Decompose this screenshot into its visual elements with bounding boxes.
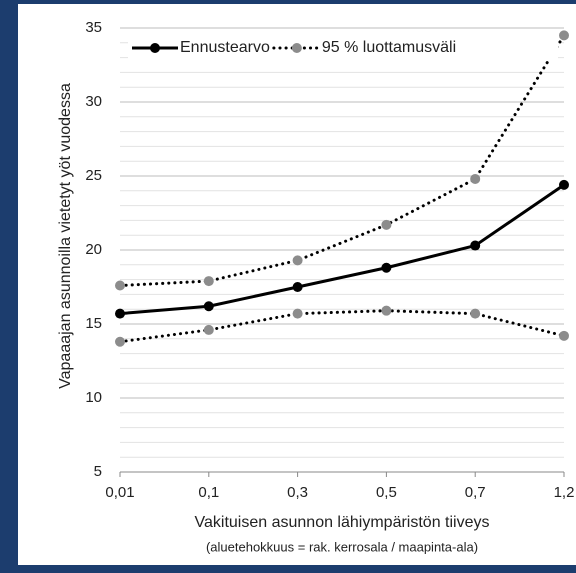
- y-tick-label: 10: [85, 389, 102, 406]
- point-marker: [381, 262, 392, 273]
- point-marker: [470, 308, 481, 319]
- point-marker: [559, 330, 569, 341]
- point-marker: [381, 219, 392, 230]
- point-marker: [470, 240, 481, 251]
- legend-background: [128, 36, 558, 60]
- legend-marker: [291, 43, 302, 53]
- point-marker: [203, 324, 214, 335]
- x-axis-title: Vakituisen asunnon lähiympäristön tiivey…: [195, 514, 490, 531]
- y-tick-label: 30: [85, 93, 102, 110]
- point-marker: [203, 276, 214, 287]
- x-axis-subtitle: (aluetehokkuus = rak. kerrosala / maapin…: [206, 539, 478, 554]
- point-marker: [559, 30, 569, 41]
- y-tick-label: 35: [85, 19, 102, 36]
- series-line: [118, 309, 566, 344]
- x-tick-label: 0,7: [465, 484, 486, 501]
- point-marker: [559, 179, 569, 190]
- series-line: [118, 33, 566, 288]
- legend-marker: [150, 43, 160, 53]
- point-marker: [381, 305, 392, 316]
- y-tick-label: 15: [85, 315, 102, 332]
- y-axis-title: Vapaaajan asunnoilla vietetyt yöt vuodes…: [57, 83, 74, 389]
- y-tick-label: 5: [94, 463, 102, 480]
- y-tick-label: 25: [85, 167, 102, 184]
- point-marker: [292, 308, 303, 319]
- point-marker: [203, 301, 214, 312]
- x-tick-label: 1,2: [554, 484, 575, 501]
- point-marker: [292, 255, 303, 266]
- legend-label: 95 % luottamusväli: [322, 39, 456, 56]
- x-tick-label: 0,01: [105, 484, 134, 501]
- point-marker: [115, 336, 125, 347]
- x-tick-label: 0,5: [376, 484, 397, 501]
- point-marker: [470, 173, 481, 184]
- point-marker: [115, 308, 125, 319]
- point-marker: [115, 280, 125, 291]
- legend: Ennustearvo 95 % luottamusväli: [128, 36, 558, 60]
- point-marker: [292, 282, 303, 292]
- x-tick-label: 0,3: [287, 484, 308, 501]
- legend-label: Ennustearvo: [180, 39, 270, 56]
- y-tick-label: 20: [85, 241, 102, 258]
- x-tick-label: 0,1: [198, 484, 219, 501]
- series-line: [119, 183, 565, 316]
